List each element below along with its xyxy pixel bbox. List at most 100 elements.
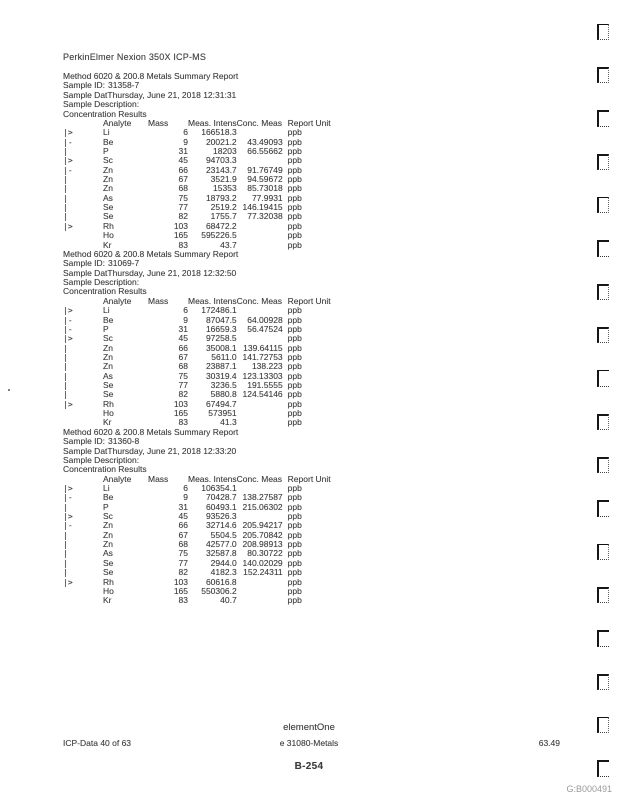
flag-column-header xyxy=(63,475,103,484)
unit-cell: ppb xyxy=(287,239,302,250)
intensity-cell: 32714.6 xyxy=(205,520,237,531)
result-row: | Zn 67 3521.9 94.59672 ppb xyxy=(63,174,331,185)
result-row: | Se 77 2944.0 140.02029 ppb xyxy=(63,557,331,568)
result-row: | Zn 68 42577.0 208.98913 ppb xyxy=(63,539,331,550)
analyte-cell: Li xyxy=(103,483,110,494)
analyte-cell: Zn xyxy=(103,174,113,185)
unit-cell: ppb xyxy=(287,314,302,325)
result-row: | Zn 68 23887.1 138.223 ppb xyxy=(63,361,331,371)
unit-cell: ppb xyxy=(287,483,302,494)
analyte-cell: Li xyxy=(103,305,110,316)
mass-cell: 83 xyxy=(178,595,188,606)
result-row: |> Sc 45 93526.3 ppb xyxy=(63,511,331,522)
analyte-cell: P xyxy=(103,146,109,157)
mass-cell: 103 xyxy=(173,220,188,231)
concentration-cell: 94.59672 xyxy=(247,174,283,185)
sample-date-value: Thursday, June 21, 2018 12:33:20 xyxy=(107,445,237,456)
intensity-cell: 93526.3 xyxy=(205,511,237,522)
analyte-cell: Se xyxy=(103,379,114,390)
row-flag: |> xyxy=(63,334,73,344)
intensity-cell: 20021.2 xyxy=(205,136,237,147)
result-row: |- Be 9 87047.5 64.00928 ppb xyxy=(63,314,331,325)
analyte-cell: Be xyxy=(103,136,114,147)
row-flag: |> xyxy=(63,399,73,409)
concentration-cell: 141.72753 xyxy=(242,351,283,362)
row-flag: | xyxy=(63,549,68,559)
binder-hole-mark xyxy=(597,500,609,517)
row-flag xyxy=(63,587,103,596)
intensity-cell: 573951 xyxy=(208,408,237,418)
intensity-cell: 32587.8 xyxy=(205,548,237,559)
row-flag: |> xyxy=(63,512,73,522)
analyte-column-header: Analyte xyxy=(103,473,132,484)
concentration-cell: 140.02029 xyxy=(242,557,283,568)
intensity-cell: 18203 xyxy=(213,146,237,157)
mass-cell: 68 xyxy=(178,183,188,194)
analyte-cell: Ho xyxy=(103,230,114,241)
binder-hole-mark xyxy=(597,370,609,387)
result-row: | Se 82 1755.7 77.32038 ppb xyxy=(63,211,331,222)
intensity-cell: 5880.8 xyxy=(210,389,237,400)
row-flag: |- xyxy=(63,521,73,531)
concentration-cell: 77.9931 xyxy=(251,192,283,203)
sample-id-line: Sample ID: 31360-8 xyxy=(63,436,483,447)
unit-cell: ppb xyxy=(287,155,302,166)
intensity-column-header: Meas. Intens xyxy=(188,473,237,484)
concentration-cell: 66.55662 xyxy=(247,146,283,157)
concentration-cell: 123.13303 xyxy=(242,370,283,381)
intensity-cell: 3521.9 xyxy=(210,174,237,185)
concentration-cell: 139.64115 xyxy=(243,342,283,353)
unit-cell: ppb xyxy=(287,323,302,334)
unit-cell: ppb xyxy=(287,417,302,428)
intensity-cell: 172486.1 xyxy=(201,305,237,316)
results-header-row: Analyte Mass Meas. Intens Conc. Meas Rep… xyxy=(63,295,331,306)
unit-cell: ppb xyxy=(287,539,302,550)
result-row: Kr 83 43.7 ppb xyxy=(63,239,331,250)
mass-column-header: Mass xyxy=(148,473,169,484)
intensity-column-header: Meas. Intens xyxy=(188,295,237,306)
result-row: | Zn 66 35008.1 139.64115 ppb xyxy=(63,342,331,353)
concentration-cell: 208.98913 xyxy=(242,539,283,550)
unit-cell: ppb xyxy=(287,183,302,194)
mass-cell: 45 xyxy=(178,333,188,344)
mass-cell: 9 xyxy=(183,314,188,325)
row-flag: | xyxy=(63,193,68,203)
analyte-cell: Se xyxy=(103,567,114,578)
row-flag xyxy=(63,409,103,418)
result-row: | As 75 30319.4 123.13303 ppb xyxy=(63,370,331,381)
scan-binder-marks xyxy=(597,24,611,804)
result-row: | As 75 18793.2 77.9931 ppb xyxy=(63,192,331,203)
mass-cell: 83 xyxy=(178,417,188,428)
mass-cell: 82 xyxy=(178,211,188,222)
row-flag: |> xyxy=(63,128,73,138)
intensity-cell: 97258.5 xyxy=(205,333,237,344)
concentration-results-label: Concentration Results xyxy=(63,286,147,297)
scanned-report-content: PerkinElmer Nexion 350X ICP-MS Method 60… xyxy=(63,52,483,606)
intensity-cell: 43.7 xyxy=(220,239,237,250)
unit-column-header: Report Unit xyxy=(287,473,331,484)
concentration-cell: 43.49093 xyxy=(247,136,283,147)
concentration-cell xyxy=(237,418,283,427)
concentration-cell: 138.27587 xyxy=(242,492,283,503)
row-flag: | xyxy=(63,212,68,222)
result-row: | P 31 60493.1 215.06302 ppb xyxy=(63,501,331,512)
unit-cell: ppb xyxy=(287,342,302,353)
binder-hole-mark xyxy=(597,154,609,170)
binder-hole-mark xyxy=(597,414,609,430)
binder-hole-mark xyxy=(597,284,609,300)
sample-date-line: Sample DatThursday, June 21, 2018 12:33:… xyxy=(63,445,483,456)
result-row: |- P 31 16659.3 56.47524 ppb xyxy=(63,323,331,334)
sample-id-label: Sample ID: xyxy=(63,80,106,91)
intensity-cell: 5611.0 xyxy=(211,351,237,362)
binder-hole-mark xyxy=(597,24,609,40)
analyte-cell: Sc xyxy=(103,155,113,166)
sample-id-label: Sample ID: xyxy=(63,436,106,447)
unit-cell: ppb xyxy=(287,501,302,512)
unit-column-header: Report Unit xyxy=(287,295,331,306)
unit-cell: ppb xyxy=(287,146,302,157)
scan-speck xyxy=(8,389,10,391)
mass-cell: 165 xyxy=(173,585,188,596)
concentration-cell xyxy=(237,241,283,250)
unit-cell: ppb xyxy=(287,398,302,409)
result-row: | Zn 67 5504.5 205.70842 ppb xyxy=(63,530,331,540)
